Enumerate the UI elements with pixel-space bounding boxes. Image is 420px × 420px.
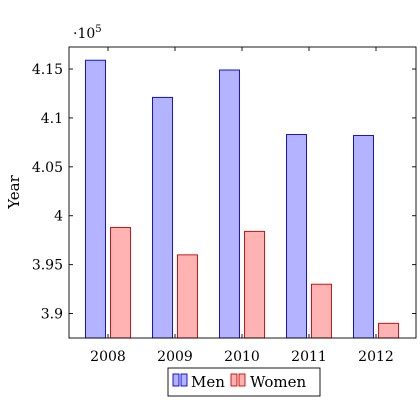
scale-exponent: 5 bbox=[95, 24, 101, 35]
legend: Men Women bbox=[167, 367, 321, 397]
x-tick-label-2008: 2008 bbox=[90, 349, 126, 365]
x-tick-label-2011: 2011 bbox=[291, 349, 327, 365]
bar-women-2012 bbox=[378, 322, 399, 339]
y-tick-label-4: 4.1 bbox=[41, 111, 63, 127]
y-tick-label-5: 4.15 bbox=[32, 62, 63, 78]
legend-swatch-men bbox=[172, 373, 180, 387]
legend-label-women: Women bbox=[250, 373, 307, 391]
bar-women-2011 bbox=[311, 283, 332, 339]
bar-women-2010 bbox=[244, 230, 265, 339]
bar-men-2010 bbox=[219, 69, 240, 339]
scale-factor: ·105 bbox=[73, 24, 102, 42]
x-tick-label-2010: 2010 bbox=[224, 349, 260, 365]
y-tick-label-1: 3.95 bbox=[32, 258, 63, 274]
x-tick-label-2009: 2009 bbox=[157, 349, 193, 365]
legend-swatch-women bbox=[230, 373, 238, 387]
plot-frame bbox=[68, 46, 417, 339]
bar-women-2008 bbox=[110, 227, 131, 339]
y-tick-label-3: 4.05 bbox=[32, 160, 63, 176]
y-tick-label-0: 3.9 bbox=[41, 307, 63, 323]
legend-swatch-men-2 bbox=[180, 373, 188, 387]
y-tick-label-2: 4 bbox=[54, 209, 63, 225]
y-axis-label: Year bbox=[5, 174, 23, 209]
svg-text:·105: ·105 bbox=[73, 24, 102, 42]
scale-label: ·10 bbox=[73, 26, 95, 42]
ticks-group bbox=[69, 47, 416, 338]
tick-labels-group: 2008 2009 2010 2011 2012 3.9 3.95 4 4.05 4.1 4.15 bbox=[32, 62, 394, 365]
bars-group bbox=[85, 59, 399, 339]
legend-label-men: Men bbox=[191, 373, 225, 391]
bar-men-2009 bbox=[152, 96, 173, 339]
bar-men-2012 bbox=[353, 135, 374, 339]
bar-women-2009 bbox=[177, 254, 198, 339]
legend-swatch-women-2 bbox=[238, 373, 246, 387]
x-tick-label-2012: 2012 bbox=[358, 349, 394, 365]
bar-men-2008 bbox=[85, 59, 106, 339]
bar-men-2011 bbox=[286, 134, 307, 339]
